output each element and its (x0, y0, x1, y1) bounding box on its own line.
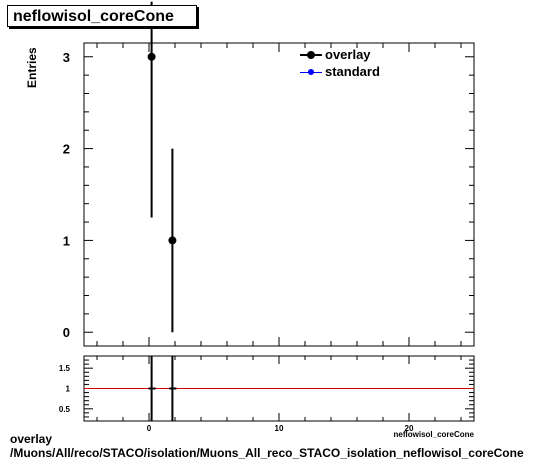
y-tick-label: 3 (63, 50, 70, 65)
legend-label-overlay: overlay (325, 47, 371, 62)
main-frame (83, 42, 475, 347)
legend-marker-standard (308, 69, 314, 75)
ratio-x-axis-label: neflowisol_coreCone (394, 430, 475, 439)
footer-line1: overlay (10, 432, 53, 446)
ratio-x-tick-label: 0 (147, 424, 152, 433)
y-tick-label: 2 (63, 142, 70, 157)
ratio-y-tick-label: 1.5 (59, 364, 71, 373)
y-tick-label: 0 (63, 325, 70, 340)
ratio-x-tick-label: 20 (405, 424, 414, 433)
y-axis-label: Entries (25, 47, 39, 88)
footer-line2: /Muons/All/reco/STACO/isolation/Muons_Al… (10, 446, 524, 460)
legend-marker-overlay (307, 51, 315, 59)
y-tick-label: 1 (63, 233, 70, 248)
data-point-1 (168, 236, 177, 245)
chart-title: neflowisol_coreCone (7, 5, 197, 27)
ratio-y-tick-label: 1 (66, 385, 71, 394)
ratio-y-tick-label: 0.5 (59, 405, 71, 414)
data-point-0 (147, 52, 156, 61)
main-plot: 0 1 2 3 (63, 1, 475, 347)
ratio-x-tick-label: 10 (275, 424, 284, 433)
legend-label-standard: standard (325, 64, 380, 79)
